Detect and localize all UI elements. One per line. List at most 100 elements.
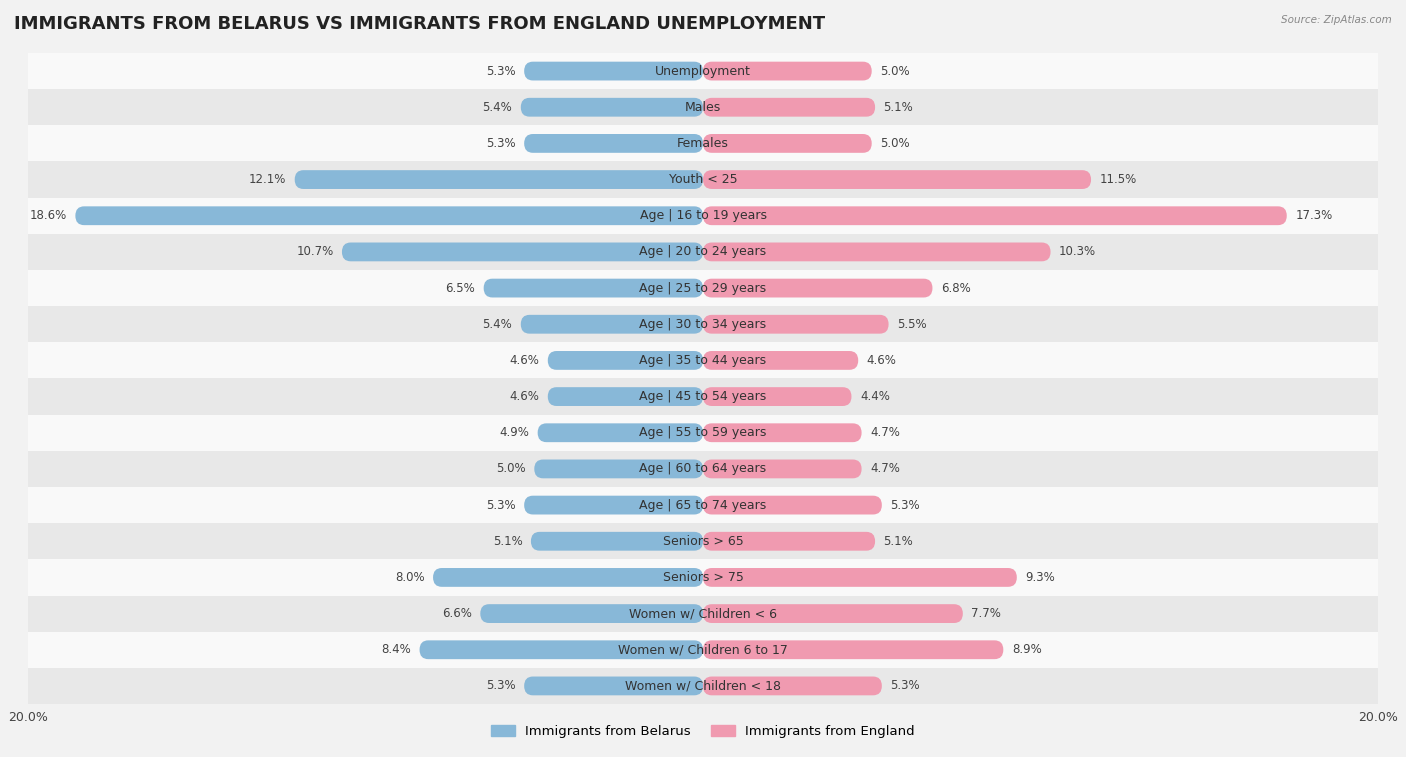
FancyBboxPatch shape — [520, 98, 703, 117]
Text: 7.7%: 7.7% — [972, 607, 1001, 620]
Text: Females: Females — [678, 137, 728, 150]
Text: 5.3%: 5.3% — [486, 64, 516, 77]
FancyBboxPatch shape — [703, 279, 932, 298]
FancyBboxPatch shape — [703, 496, 882, 515]
Text: 4.6%: 4.6% — [509, 390, 540, 403]
Bar — [28, 234, 1378, 270]
FancyBboxPatch shape — [703, 640, 1004, 659]
FancyBboxPatch shape — [76, 207, 703, 225]
Text: Youth < 25: Youth < 25 — [669, 173, 737, 186]
Bar — [28, 342, 1378, 378]
Text: 5.1%: 5.1% — [492, 534, 523, 548]
Text: 4.7%: 4.7% — [870, 463, 900, 475]
FancyBboxPatch shape — [537, 423, 703, 442]
FancyBboxPatch shape — [295, 170, 703, 189]
Bar — [28, 53, 1378, 89]
FancyBboxPatch shape — [433, 568, 703, 587]
Text: 5.0%: 5.0% — [880, 64, 910, 77]
Text: 17.3%: 17.3% — [1295, 209, 1333, 223]
Text: Women w/ Children 6 to 17: Women w/ Children 6 to 17 — [619, 643, 787, 656]
Text: Age | 20 to 24 years: Age | 20 to 24 years — [640, 245, 766, 258]
FancyBboxPatch shape — [481, 604, 703, 623]
Text: 4.4%: 4.4% — [860, 390, 890, 403]
Text: 8.4%: 8.4% — [381, 643, 411, 656]
FancyBboxPatch shape — [524, 496, 703, 515]
Bar — [28, 559, 1378, 596]
FancyBboxPatch shape — [342, 242, 703, 261]
Text: 5.3%: 5.3% — [486, 680, 516, 693]
Text: 5.1%: 5.1% — [883, 101, 914, 114]
Text: Age | 65 to 74 years: Age | 65 to 74 years — [640, 499, 766, 512]
Text: 12.1%: 12.1% — [249, 173, 287, 186]
Text: 5.0%: 5.0% — [496, 463, 526, 475]
Text: 5.3%: 5.3% — [890, 680, 920, 693]
FancyBboxPatch shape — [703, 568, 1017, 587]
Text: 10.3%: 10.3% — [1059, 245, 1097, 258]
Bar — [28, 668, 1378, 704]
Text: 5.1%: 5.1% — [883, 534, 914, 548]
Text: 6.5%: 6.5% — [446, 282, 475, 294]
FancyBboxPatch shape — [703, 315, 889, 334]
Bar — [28, 270, 1378, 306]
FancyBboxPatch shape — [703, 423, 862, 442]
FancyBboxPatch shape — [524, 677, 703, 696]
Text: 11.5%: 11.5% — [1099, 173, 1136, 186]
Text: Age | 55 to 59 years: Age | 55 to 59 years — [640, 426, 766, 439]
FancyBboxPatch shape — [703, 242, 1050, 261]
Text: 5.3%: 5.3% — [486, 137, 516, 150]
Bar — [28, 89, 1378, 126]
FancyBboxPatch shape — [531, 532, 703, 550]
Text: 10.7%: 10.7% — [297, 245, 333, 258]
Bar — [28, 415, 1378, 451]
FancyBboxPatch shape — [520, 315, 703, 334]
Text: 5.5%: 5.5% — [897, 318, 927, 331]
Text: 4.6%: 4.6% — [866, 354, 897, 367]
FancyBboxPatch shape — [703, 61, 872, 80]
Text: Seniors > 65: Seniors > 65 — [662, 534, 744, 548]
Text: Age | 25 to 29 years: Age | 25 to 29 years — [640, 282, 766, 294]
FancyBboxPatch shape — [703, 351, 858, 370]
Text: 5.3%: 5.3% — [890, 499, 920, 512]
Text: 4.6%: 4.6% — [509, 354, 540, 367]
FancyBboxPatch shape — [524, 134, 703, 153]
Text: 5.3%: 5.3% — [486, 499, 516, 512]
FancyBboxPatch shape — [703, 604, 963, 623]
FancyBboxPatch shape — [534, 459, 703, 478]
Bar — [28, 161, 1378, 198]
FancyBboxPatch shape — [484, 279, 703, 298]
Text: Age | 30 to 34 years: Age | 30 to 34 years — [640, 318, 766, 331]
Bar — [28, 378, 1378, 415]
Text: 6.6%: 6.6% — [441, 607, 472, 620]
Bar — [28, 451, 1378, 487]
Bar — [28, 596, 1378, 631]
FancyBboxPatch shape — [524, 61, 703, 80]
Text: Women w/ Children < 18: Women w/ Children < 18 — [626, 680, 780, 693]
Text: Age | 35 to 44 years: Age | 35 to 44 years — [640, 354, 766, 367]
Text: Age | 60 to 64 years: Age | 60 to 64 years — [640, 463, 766, 475]
FancyBboxPatch shape — [703, 134, 872, 153]
Text: Age | 45 to 54 years: Age | 45 to 54 years — [640, 390, 766, 403]
Text: 5.4%: 5.4% — [482, 101, 512, 114]
FancyBboxPatch shape — [703, 387, 852, 406]
Text: 8.9%: 8.9% — [1012, 643, 1042, 656]
Text: 5.0%: 5.0% — [880, 137, 910, 150]
Bar — [28, 487, 1378, 523]
Text: IMMIGRANTS FROM BELARUS VS IMMIGRANTS FROM ENGLAND UNEMPLOYMENT: IMMIGRANTS FROM BELARUS VS IMMIGRANTS FR… — [14, 15, 825, 33]
Text: Unemployment: Unemployment — [655, 64, 751, 77]
FancyBboxPatch shape — [548, 351, 703, 370]
Text: 9.3%: 9.3% — [1025, 571, 1054, 584]
Text: Seniors > 75: Seniors > 75 — [662, 571, 744, 584]
Bar — [28, 126, 1378, 161]
Text: 18.6%: 18.6% — [30, 209, 67, 223]
Text: 6.8%: 6.8% — [941, 282, 970, 294]
FancyBboxPatch shape — [703, 532, 875, 550]
Text: 4.9%: 4.9% — [499, 426, 529, 439]
Text: Males: Males — [685, 101, 721, 114]
Text: Source: ZipAtlas.com: Source: ZipAtlas.com — [1281, 15, 1392, 25]
FancyBboxPatch shape — [419, 640, 703, 659]
Text: Women w/ Children < 6: Women w/ Children < 6 — [628, 607, 778, 620]
Bar — [28, 198, 1378, 234]
FancyBboxPatch shape — [703, 98, 875, 117]
Bar — [28, 631, 1378, 668]
FancyBboxPatch shape — [548, 387, 703, 406]
